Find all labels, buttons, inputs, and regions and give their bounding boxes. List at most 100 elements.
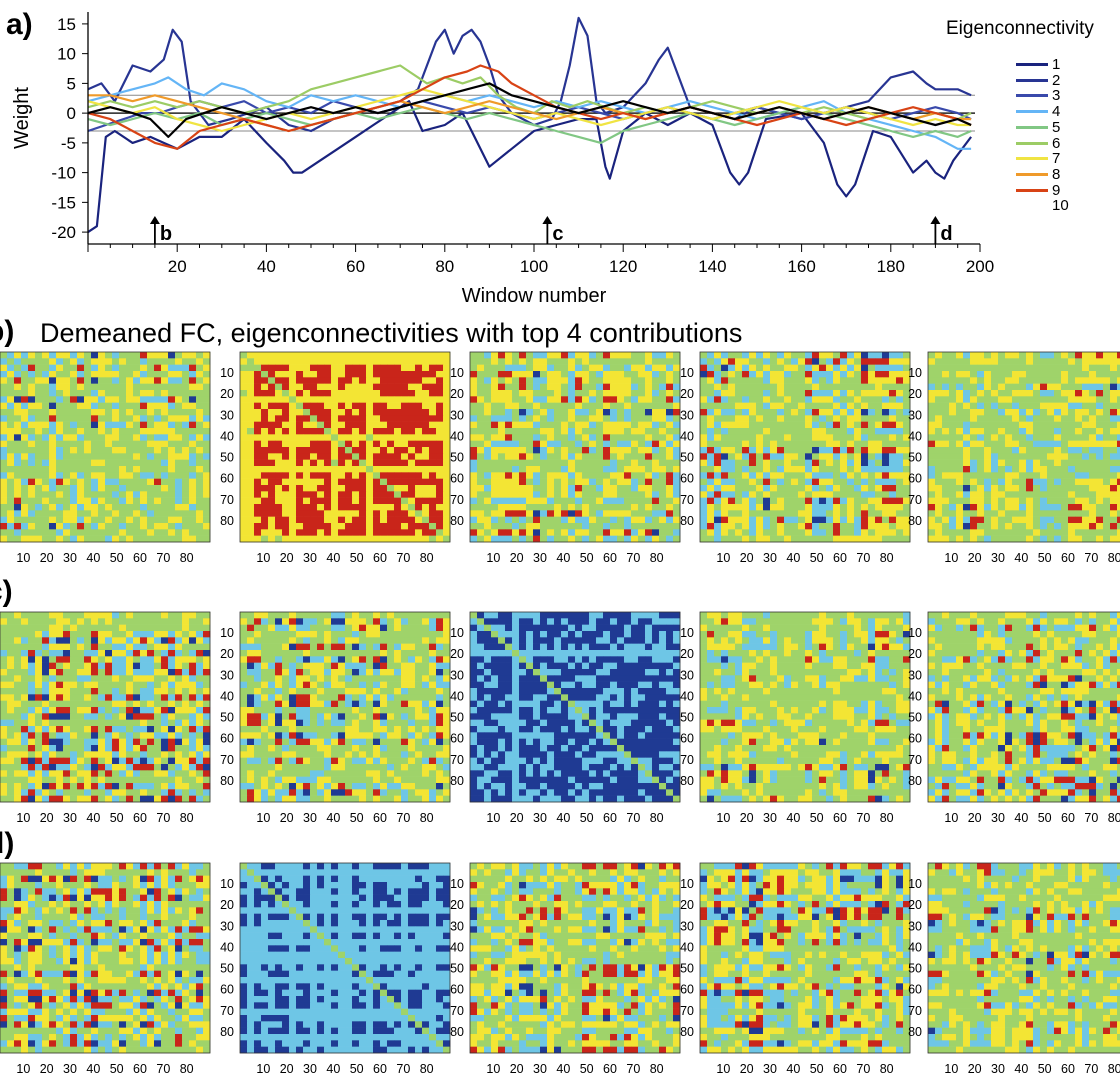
- matrix-cell: [175, 434, 183, 441]
- matrix-cell: [182, 523, 190, 530]
- matrix-cell: [1012, 504, 1020, 511]
- matrix-cell: [854, 497, 862, 505]
- matrix-cell: [777, 402, 785, 410]
- matrix-cell: [1019, 364, 1027, 372]
- matrix-cell: [498, 523, 506, 530]
- matrix-cell: [91, 428, 99, 435]
- matrix-cell: [970, 440, 978, 448]
- matrix-cell: [984, 402, 992, 410]
- matrix-cell: [443, 459, 451, 467]
- matrix-cell: [443, 472, 451, 479]
- matrix-cell: [1061, 396, 1069, 403]
- matrix-cell: [742, 516, 750, 524]
- matrix-cell: [1110, 440, 1118, 448]
- matrix-cell: [56, 637, 64, 644]
- matrix-cell: [624, 402, 632, 410]
- matrix-cell: [568, 390, 576, 397]
- matrix-cell: [63, 637, 71, 644]
- matrix-cell: [436, 529, 444, 536]
- matrix-cell: [673, 402, 681, 410]
- matrix-cell: [63, 624, 71, 632]
- matrix-cell: [826, 491, 834, 498]
- matrix-cell: [91, 352, 99, 359]
- matrix-cell: [352, 447, 360, 454]
- matrix-cell: [261, 523, 269, 530]
- matrix-cell: [1012, 358, 1020, 365]
- matrix-cell: [638, 377, 646, 384]
- matrix-cell: [868, 371, 876, 378]
- matrix-cell: [366, 396, 374, 403]
- matrix-cell: [182, 529, 190, 536]
- matrix-cell: [589, 478, 597, 486]
- matrix-cell: [175, 612, 183, 619]
- matrix-cell: [652, 364, 660, 372]
- matrix-cell: [819, 421, 827, 429]
- matrix-cell: [84, 358, 92, 365]
- matrix-cell: [512, 358, 520, 365]
- matrix-cell: [666, 402, 674, 410]
- matrix-cell: [589, 352, 597, 359]
- matrix-cell: [991, 396, 999, 403]
- matrix-cell: [247, 358, 255, 365]
- matrix-cell: [1089, 510, 1097, 517]
- matrix-cell: [98, 396, 106, 403]
- matrix-cell: [791, 478, 799, 486]
- matrix-cell: [408, 396, 416, 403]
- matrix-cell: [889, 402, 897, 410]
- matrix-cell: [14, 453, 22, 460]
- matrix-cell: [840, 453, 848, 460]
- matrix-cell: [763, 529, 771, 536]
- matrix-cell: [942, 377, 950, 384]
- matrix-cell: [56, 662, 64, 670]
- matrix-cell: [949, 535, 957, 543]
- matrix-cell: [380, 516, 388, 524]
- matrix-cell: [470, 472, 478, 479]
- matrix-cell: [268, 478, 276, 486]
- matrix-cell: [324, 535, 332, 543]
- matrix-cell: [443, 396, 451, 403]
- matrix-cell: [310, 396, 318, 403]
- matrix-cell: [721, 472, 729, 479]
- matrix-cell: [1117, 364, 1120, 372]
- matrix-cell: [14, 497, 22, 505]
- matrix-cell: [1068, 523, 1076, 530]
- matrix-cell: [742, 453, 750, 460]
- matrix-cell: [596, 459, 604, 467]
- matrix-cell: [984, 472, 992, 479]
- matrix-cell: [429, 497, 437, 505]
- matrix-cell: [21, 643, 29, 651]
- matrix-cell: [498, 478, 506, 486]
- matrix-cell: [380, 491, 388, 498]
- matrix-cell: [735, 428, 743, 435]
- matrix-cell: [484, 472, 492, 479]
- matrix-cell: [56, 402, 64, 410]
- matrix-cell: [756, 529, 764, 536]
- matrix-cell: [317, 434, 325, 441]
- matrix-cell: [133, 516, 141, 524]
- matrix-cell: [268, 497, 276, 505]
- matrix-cell: [791, 447, 799, 454]
- matrix-cell: [1096, 402, 1104, 410]
- matrix-cell: [42, 497, 50, 505]
- matrix-cell: [140, 383, 148, 391]
- matrix-cell: [1117, 523, 1120, 530]
- matrix-cell: [105, 643, 113, 651]
- matrix-cell: [784, 402, 792, 410]
- matrix-cell: [182, 390, 190, 397]
- matrix-cell: [949, 428, 957, 435]
- matrix-cell: [310, 516, 318, 524]
- matrix-cell: [105, 612, 113, 619]
- matrix-cell: [561, 529, 569, 536]
- matrix-cell: [826, 434, 834, 441]
- matrix-cell: [105, 669, 113, 676]
- matrix-cell: [928, 402, 936, 410]
- matrix-cell: [498, 535, 506, 543]
- matrix-cell: [935, 428, 943, 435]
- matrix-cell: [401, 466, 409, 473]
- matrix-cell: [868, 453, 876, 460]
- matrix-cell: [436, 478, 444, 486]
- matrix-cell: [345, 421, 353, 429]
- matrix-cell: [203, 624, 211, 632]
- matrix-cell: [317, 409, 325, 416]
